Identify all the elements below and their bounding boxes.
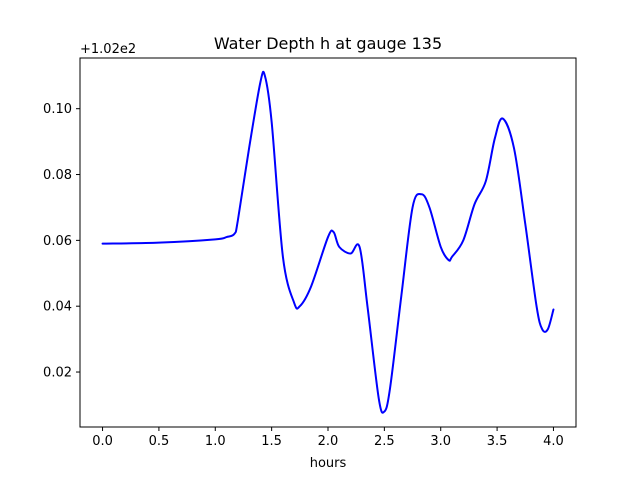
x-axis-label: hours [310, 456, 347, 471]
series-line [101, 70, 555, 414]
x-tick-label: 3.5 [487, 434, 508, 449]
x-tick-label: 2.5 [374, 434, 395, 449]
plot-area [101, 70, 555, 414]
chart-title: Water Depth h at gauge 135 [214, 34, 442, 53]
y-axis: 0.02 0.04 0.06 0.08 0.10 [43, 102, 80, 381]
x-tick-label: 0.0 [92, 434, 113, 449]
y-tick-label: 0.10 [43, 102, 72, 117]
y-offset-label: +1.02e2 [80, 42, 136, 57]
x-axis: 0.0 0.5 1.0 1.5 2.0 2.5 3.0 3.5 4.0 [92, 427, 564, 449]
y-tick-label: 0.06 [43, 234, 72, 249]
x-tick-label: 2.0 [318, 434, 339, 449]
y-tick-label: 0.04 [43, 300, 72, 315]
x-tick-label: 4.0 [543, 434, 564, 449]
x-tick-label: 1.5 [261, 434, 282, 449]
y-tick-label: 0.02 [43, 366, 72, 381]
axes-frame [79, 57, 577, 428]
y-tick-label: 0.08 [43, 168, 72, 183]
x-tick-label: 0.5 [149, 434, 170, 449]
x-tick-label: 3.0 [430, 434, 451, 449]
x-tick-label: 1.0 [205, 434, 226, 449]
